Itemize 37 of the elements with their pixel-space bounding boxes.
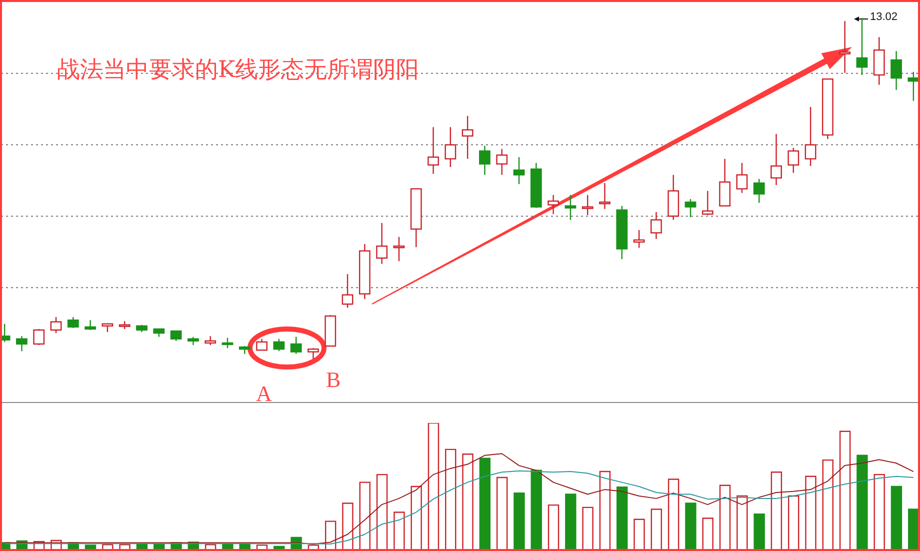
bar — [479, 458, 491, 549]
bar — [856, 454, 868, 549]
bar — [514, 492, 525, 549]
annotation: 13.02 — [870, 11, 898, 24]
candlestick — [873, 36, 885, 86]
text: B — [326, 367, 341, 392]
candlestick — [462, 115, 474, 160]
text: A — [256, 381, 272, 406]
bar — [616, 486, 628, 549]
candlestick — [564, 194, 576, 220]
bar — [565, 494, 576, 549]
candlestick — [890, 50, 902, 91]
bar — [754, 513, 765, 549]
bar — [685, 502, 696, 549]
candlestick — [16, 336, 28, 352]
candlestick — [513, 156, 525, 185]
candlestick — [428, 126, 439, 174]
bar — [136, 543, 148, 549]
candlestick — [358, 243, 370, 300]
bar — [908, 508, 918, 549]
candlestick — [188, 336, 199, 346]
bar — [222, 543, 234, 549]
candlestick — [376, 222, 388, 264]
bar — [530, 470, 542, 549]
candlestick — [599, 182, 610, 210]
candlestick — [393, 236, 405, 262]
candlestick — [479, 145, 490, 176]
bar — [890, 486, 902, 549]
bar — [274, 546, 285, 549]
candlestick — [548, 194, 560, 215]
bar — [239, 543, 250, 549]
candlestick — [839, 20, 851, 74]
annotation: 战法当中要求的K线形态无所谓阴阳 — [57, 57, 420, 84]
candlestick — [770, 133, 782, 186]
candlestick — [650, 211, 662, 240]
bar — [154, 543, 165, 549]
bar — [84, 544, 96, 549]
